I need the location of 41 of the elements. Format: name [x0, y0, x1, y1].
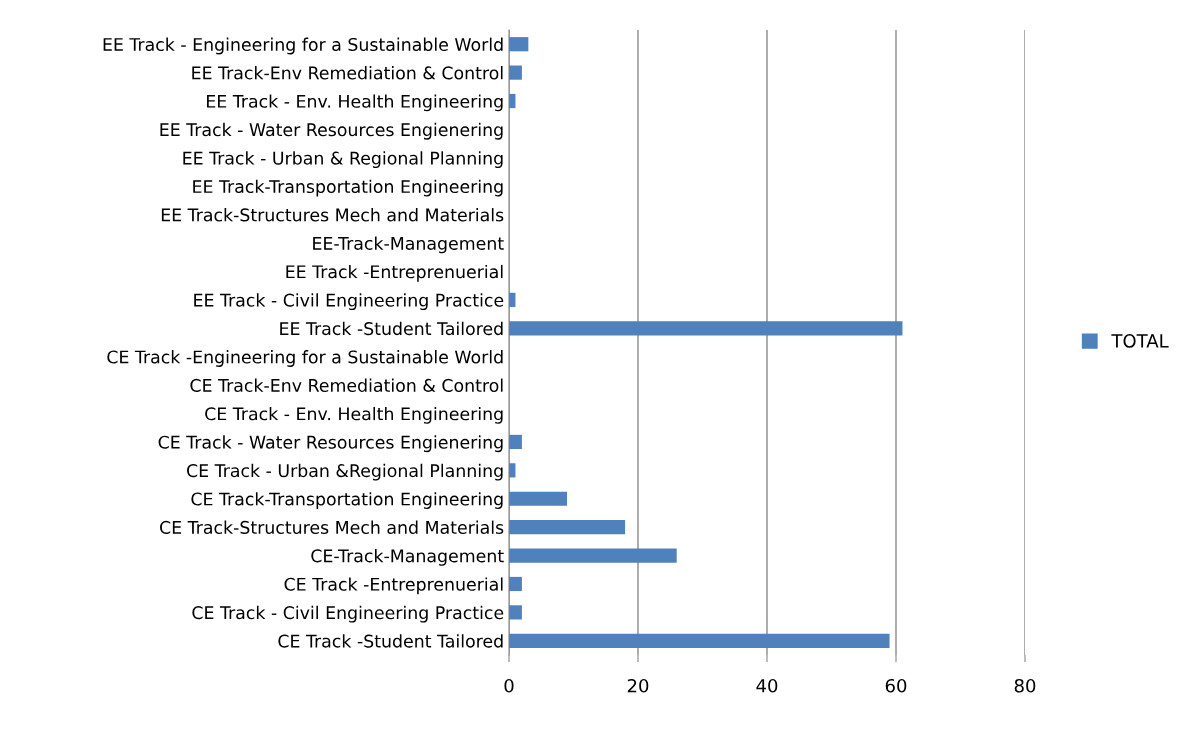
y-tick-label: EE Track-Structures Mech and Materials [161, 208, 504, 222]
y-tick-label: CE Track - Civil Engineering Practice [192, 605, 504, 623]
y-tick-label: EE Track - Urban & Regional Planning [183, 151, 503, 169]
bar [509, 463, 516, 478]
bar [509, 491, 568, 506]
y-tick-label: CE Track -Entreprenuerial [284, 577, 503, 595]
y-tick-label: CE Track-Structures Mech and Materials [160, 520, 504, 534]
y-tick-label: CE Track-Transportation Engineering [191, 492, 503, 509]
bar [509, 605, 522, 620]
y-tick-label: CE Track-Env Remediation & Control [190, 378, 503, 392]
y-tick-label: CE Track - Urban &Regional Planning [187, 463, 503, 481]
y-tick-label: EE Track -Student Tailored [280, 321, 503, 336]
bar [509, 292, 516, 307]
x-tick-label: 40 [756, 678, 778, 693]
y-tick-label: EE Track-Env Remediation & Control [192, 66, 503, 80]
legend-label: TOTAL [1111, 334, 1169, 348]
y-tick-label: CE Track - Env. Health Engineering [205, 406, 503, 424]
x-tick-label: 60 [885, 678, 907, 693]
bar [509, 548, 677, 563]
y-tick-label: EE Track - Water Resources Engienering [160, 122, 503, 140]
y-tick-label: CE Track -Engineering for a Sustainable World [107, 350, 503, 367]
y-tick-label: CE-Track-Management [311, 548, 504, 566]
y-tick-label: EE Track-Transportation Engineering [193, 179, 503, 197]
x-tick-label: 80 [1014, 678, 1036, 693]
bar [509, 633, 890, 648]
bar [509, 434, 522, 450]
y-tick-label: EE Track -Entreprenuerial [286, 264, 503, 282]
y-tick-label: EE Track - Env. Health Engineering [207, 94, 503, 112]
y-tick-label: EE Track - Civil Engineering Practice [194, 293, 504, 311]
bar [509, 576, 522, 592]
bar [509, 65, 522, 80]
bar [509, 37, 529, 52]
y-tick-label: EE Track - Engineering for a Sustainable World [103, 37, 503, 55]
y-tick-label: EE-Track-Management [313, 236, 504, 254]
y-tick-label: CE Track -Student Tailored [278, 634, 503, 648]
x-tick-label: 20 [627, 678, 649, 693]
bar [509, 520, 626, 535]
y-tick-label: CE Track - Water Resources Engienering [158, 435, 503, 453]
bar [509, 93, 516, 109]
bar [509, 321, 903, 336]
x-tick-label: 0 [504, 678, 514, 693]
